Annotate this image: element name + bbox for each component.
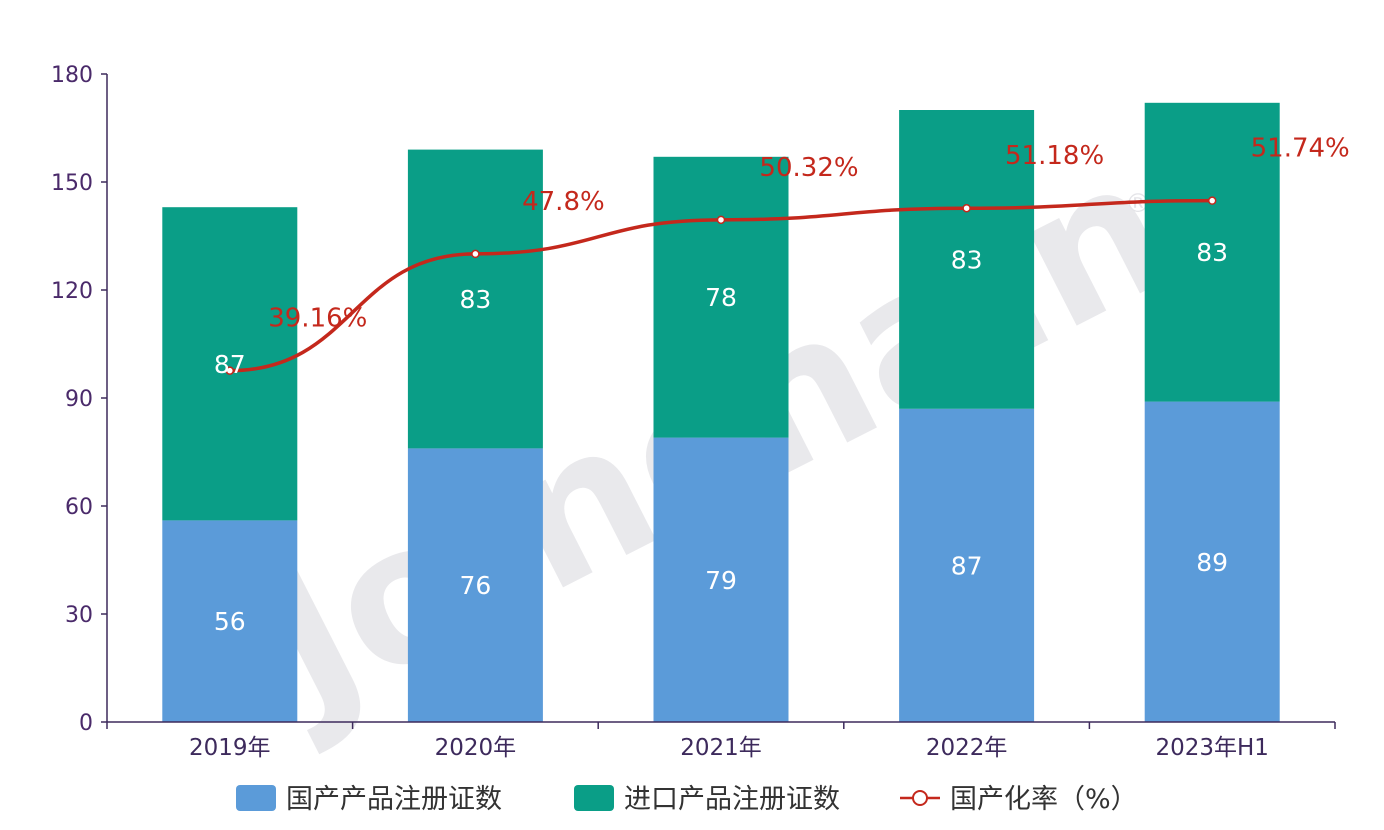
- legend-ratio-swatch-marker: [912, 790, 928, 806]
- legend-ratio: 国产化率（%）: [900, 784, 1138, 815]
- x-tick-label-3: 2022年: [926, 735, 1008, 761]
- y-tick-label-180: 180: [51, 63, 93, 88]
- bar-value-label-domestic-2: 79: [705, 566, 737, 595]
- ratio-value-label-2: 50.32%: [759, 153, 858, 183]
- ratio-line: [229, 198, 1213, 373]
- x-tick-label-4: 2023年H1: [1155, 735, 1268, 761]
- x-tick-label-2: 2021年: [680, 735, 762, 761]
- bar-value-label-domestic-3: 87: [951, 551, 983, 580]
- bar-domestic-0: [162, 520, 298, 722]
- legend-domestic-swatch: [236, 785, 276, 811]
- legend-import: 进口产品注册证数: [574, 784, 840, 815]
- y-tick-label-120: 120: [51, 279, 93, 304]
- bar-value-label-domestic-4: 89: [1196, 548, 1228, 577]
- bars-layer: [162, 102, 1280, 722]
- bar-value-label-import-1: 83: [459, 285, 491, 314]
- ratio-point-4: [1207, 196, 1217, 205]
- y-tick-label-30: 30: [65, 603, 93, 628]
- bar-value-label-domestic-0: 56: [214, 607, 246, 636]
- bar-domestic-3: [899, 408, 1035, 722]
- ratio-point-0: [225, 366, 235, 375]
- legend-import-swatch: [574, 785, 614, 811]
- y-tick-label-90: 90: [65, 387, 93, 412]
- ratio-value-label-0: 39.16%: [268, 304, 367, 334]
- legend-import-label: 进口产品注册证数: [624, 784, 840, 815]
- bar-value-label-import-2: 78: [705, 283, 737, 312]
- bar-import-2: [653, 156, 789, 438]
- x-tick-label-0: 2019年: [189, 735, 271, 761]
- ratio-value-label-4: 51.74%: [1251, 134, 1350, 164]
- line-series-layer: [225, 196, 1217, 375]
- bar-import-4: [1144, 102, 1280, 402]
- ratio-point-3: [962, 203, 971, 213]
- x-tick-label-1: 2020年: [435, 735, 517, 761]
- y-tick-label-0: 0: [79, 711, 93, 736]
- legend-ratio-label: 国产化率（%）: [950, 784, 1138, 815]
- bar-value-label-import-0: 87: [214, 350, 246, 379]
- ratio-value-label-1: 47.8%: [522, 187, 605, 217]
- ratio-point-1: [471, 249, 480, 259]
- bar-import-1: [407, 149, 543, 449]
- bar-import-3: [899, 110, 1035, 409]
- bar-value-label-import-4: 83: [1196, 238, 1228, 267]
- bar-value-label-import-3: 83: [951, 245, 983, 274]
- legend-domestic: 国产产品注册证数: [236, 784, 502, 815]
- y-tick-label-150: 150: [51, 171, 93, 196]
- legend: 国产产品注册证数 进口产品注册证数 国产化率（%）: [236, 784, 1138, 815]
- bar-value-label-domestic-1: 76: [459, 571, 491, 600]
- y-tick-label-60: 60: [65, 495, 93, 520]
- data-labels-layer: 56 87 76 83 79 78 87 83 89 83 39.16% 47.8% 50.32% 51.…: [214, 134, 1350, 637]
- axes-layer: 0 30 60 90 120 150 180 2019年 2020年 2021年 2022年 2023…: [51, 63, 1336, 761]
- ratio-point-2: [716, 215, 726, 225]
- bar-domestic-1: [407, 448, 543, 722]
- bar-domestic-2: [653, 437, 789, 722]
- bar-domestic-4: [1144, 401, 1280, 722]
- ratio-value-label-3: 51.18%: [1005, 141, 1104, 171]
- legend-domestic-label: 国产产品注册证数: [286, 784, 502, 815]
